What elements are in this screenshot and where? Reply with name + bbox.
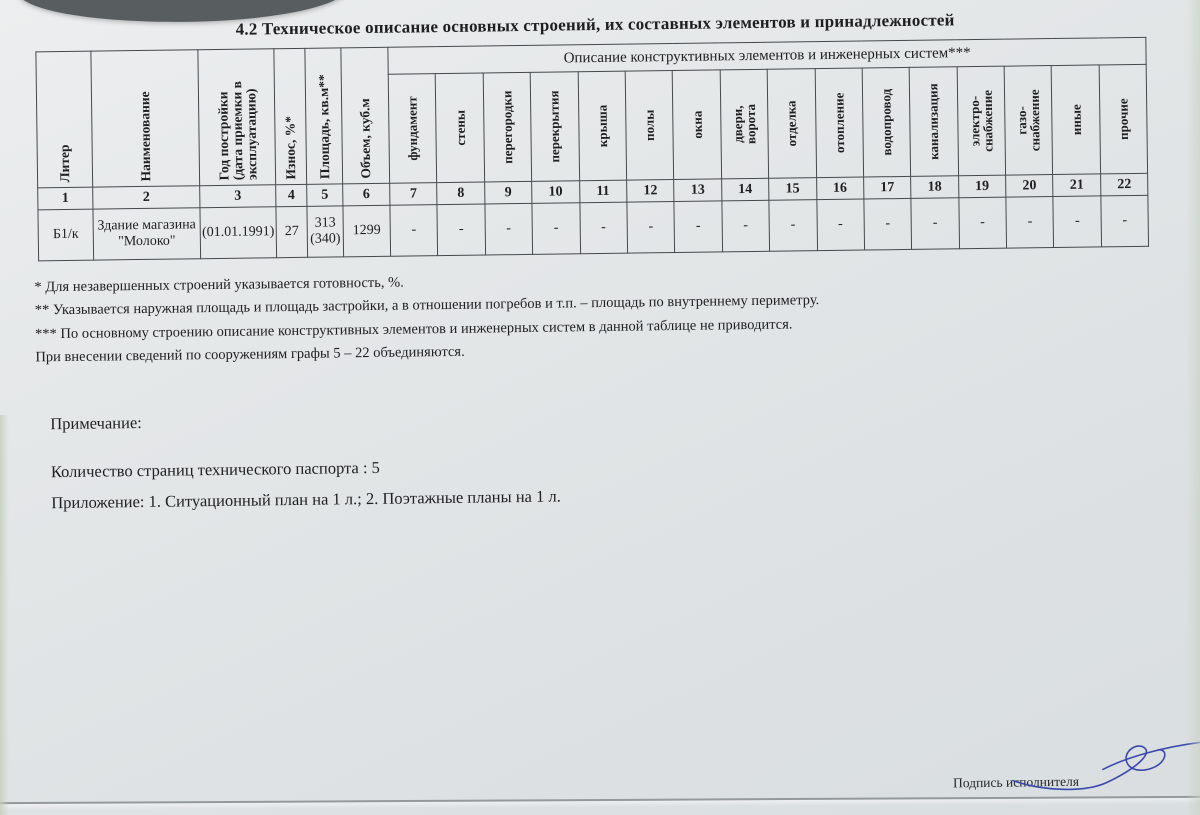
executor-signature-ink [1012, 741, 1200, 791]
col-header-build-year-label: Год постройки (дата приемки в эксплуатац… [214, 80, 259, 181]
row-cell: - [1100, 195, 1149, 247]
row-cell: - [958, 197, 1007, 249]
subcol-header-floor-slabs: перекрытия [530, 71, 580, 182]
col-number: 1 [37, 187, 93, 210]
col-number: 14 [721, 178, 770, 201]
row-cell: - [911, 197, 960, 250]
row-cell: - [484, 203, 533, 255]
row-cell: - [863, 198, 912, 251]
col-number: 8 [437, 181, 485, 205]
col-number: 3 [199, 184, 276, 208]
col-header-wear: Износ, %* [273, 48, 307, 185]
subcol-header-heating: отопление [814, 68, 864, 178]
col-number: 2 [92, 185, 200, 210]
subcol-header-sewerage: канализация [909, 66, 959, 177]
notes-appendix: Приложение: 1. Ситуационный план на 1 л.… [51, 486, 561, 513]
col-header-liter: Литер [35, 51, 93, 188]
row-area: 313 (340) [306, 205, 344, 258]
row-volume: 1299 [342, 205, 391, 257]
row-cell: - [721, 200, 770, 252]
notes-heading: Примечание: [50, 412, 142, 434]
col-header-wear-label: Износ, %* [282, 115, 299, 180]
notes-pages-count: Количество страниц технического паспорта… [50, 457, 380, 482]
col-number: 6 [342, 183, 390, 206]
col-header-area-label: Площадь, кв.м** [315, 73, 332, 179]
subcol-header-partitions: перегородки [482, 72, 532, 182]
col-header-volume: Объем, куб.м [340, 47, 390, 184]
col-number: 17 [863, 176, 912, 200]
row-cell: - [579, 202, 628, 254]
subcol-header-walls: стены [435, 73, 485, 183]
row-liter: Б1/к [37, 209, 94, 261]
row-cell: - [816, 199, 865, 251]
subcol-header-electricity: электро- снабжение [956, 66, 1006, 176]
subcol-header-foundation: фундамент [388, 73, 438, 184]
footnotes: * Для незавершенных строений указывается… [34, 261, 1199, 370]
notes-section: Примечание: Количество страниц техническ… [50, 399, 1200, 513]
col-header-volume-label: Объем, куб.м [357, 97, 374, 179]
subcol-header-roof: крыша [577, 71, 627, 181]
col-number: 19 [958, 175, 1006, 198]
col-header-liter-label: Литер [56, 143, 73, 183]
col-number: 20 [1005, 174, 1054, 198]
row-cell: - [769, 199, 818, 252]
col-number: 13 [673, 178, 722, 202]
col-number: 22 [1100, 173, 1149, 196]
row-cell: - [437, 203, 486, 256]
buildings-description-table: Литер Наименование Год постройки (дата п… [35, 37, 1149, 262]
col-number: 12 [626, 179, 675, 203]
row-cell: - [1053, 195, 1102, 248]
subcol-header-windows: окна [672, 69, 722, 180]
col-number: 10 [531, 180, 580, 204]
col-number: 21 [1053, 173, 1101, 197]
row-cell: - [389, 204, 438, 257]
paper-right-edge [1186, 0, 1200, 815]
subcol-header-floors: полы [625, 70, 674, 181]
col-number: 11 [579, 180, 627, 203]
col-number: 18 [910, 175, 959, 199]
col-number: 7 [389, 182, 438, 206]
subcol-header-other: иные [1051, 64, 1101, 175]
subcol-header-water-supply: водопровод [862, 67, 911, 178]
paper-left-edge [0, 415, 9, 815]
subcol-header-finishing: отделка [767, 68, 817, 179]
row-cell: - [626, 201, 675, 254]
col-number: 16 [816, 177, 864, 200]
col-header-area: Площадь, кв.м** [304, 47, 343, 185]
col-number: 15 [768, 177, 817, 201]
col-header-name-label: Наименование [137, 90, 154, 182]
row-cell: - [1005, 196, 1055, 249]
row-name: Здание магазина "Молоко" [92, 207, 201, 261]
col-header-build-year: Год постройки (дата приемки в эксплуатац… [197, 48, 276, 186]
subcol-header-misc: прочие [1099, 64, 1148, 174]
col-number: 9 [484, 181, 533, 204]
col-header-name: Наименование [90, 49, 200, 188]
subcol-header-doors-gates: двери, ворота [719, 69, 769, 179]
col-number: 5 [306, 183, 343, 207]
row-cell: - [674, 200, 723, 253]
subcol-header-gas-supply: газо- снабжение [1004, 65, 1054, 176]
page-title: 4.2 Техническое описание основных строен… [235, 10, 955, 39]
row-wear: 27 [275, 206, 308, 258]
row-build-year: (01.01.1991) [199, 206, 277, 259]
col-number: 4 [275, 184, 307, 207]
row-cell: - [532, 202, 581, 255]
